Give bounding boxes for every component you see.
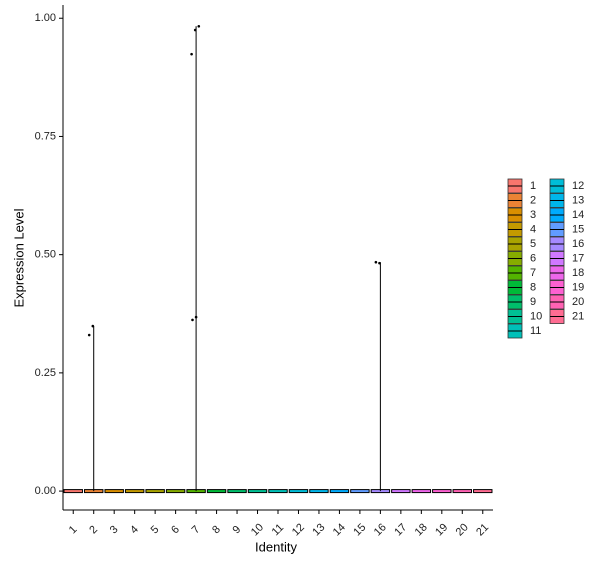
x-tick-label: 8 bbox=[210, 524, 223, 537]
legend-label: 14 bbox=[572, 209, 584, 221]
legend-label: 2 bbox=[530, 194, 536, 206]
legend-label: 1 bbox=[530, 180, 536, 192]
x-tick-label: 13 bbox=[310, 521, 327, 538]
violin bbox=[268, 489, 288, 494]
legend-label: 17 bbox=[572, 252, 584, 264]
violin bbox=[247, 489, 268, 494]
y-tick-label: 0.50 bbox=[35, 249, 56, 261]
point bbox=[374, 260, 378, 264]
x-tick-label: 18 bbox=[413, 521, 430, 538]
legend-label: 15 bbox=[572, 223, 584, 235]
legend-label: 21 bbox=[572, 310, 584, 322]
y-tick-label: 1.00 bbox=[35, 12, 56, 24]
violin bbox=[391, 489, 411, 494]
x-tick-label: 2 bbox=[87, 524, 100, 537]
violin bbox=[411, 489, 432, 494]
point bbox=[193, 28, 197, 32]
legend-label: 10 bbox=[530, 310, 542, 322]
point bbox=[194, 315, 198, 319]
point bbox=[91, 324, 95, 328]
legend-label: 20 bbox=[572, 296, 584, 308]
x-tick-label: 21 bbox=[474, 521, 491, 538]
x-tick-label: 17 bbox=[392, 521, 409, 538]
y-tick-label: 0.75 bbox=[35, 130, 56, 142]
violin bbox=[145, 489, 165, 494]
violin bbox=[165, 489, 186, 494]
violin bbox=[452, 489, 473, 494]
x-tick-label: 14 bbox=[331, 521, 348, 538]
point bbox=[87, 333, 91, 337]
legend-label: 13 bbox=[572, 194, 584, 206]
legend-label: 11 bbox=[530, 325, 541, 337]
x-tick-label: 4 bbox=[128, 524, 141, 537]
legend-label: 4 bbox=[530, 223, 536, 235]
violin bbox=[473, 489, 493, 494]
x-tick-label: 16 bbox=[372, 521, 389, 538]
x-tick-label: 5 bbox=[149, 524, 162, 537]
legend-label: 8 bbox=[530, 281, 536, 293]
legend-label: 6 bbox=[530, 252, 536, 264]
x-tick-label: 12 bbox=[290, 521, 307, 538]
legend-label: 7 bbox=[530, 267, 536, 279]
violin bbox=[104, 489, 124, 494]
violin bbox=[288, 489, 309, 494]
x-tick-label: 3 bbox=[108, 524, 121, 537]
point bbox=[197, 24, 201, 28]
legend-label: 12 bbox=[572, 180, 584, 192]
point bbox=[378, 261, 381, 265]
legend-label: 18 bbox=[572, 267, 584, 279]
y-tick-label: 0.00 bbox=[35, 485, 56, 497]
violin bbox=[206, 489, 227, 494]
x-tick-label: 9 bbox=[231, 524, 244, 537]
violin bbox=[227, 489, 247, 494]
violin bbox=[432, 489, 452, 494]
x-tick-label: 11 bbox=[270, 522, 287, 539]
x-tick-label: 19 bbox=[433, 521, 450, 538]
x-tick-label: 6 bbox=[169, 524, 182, 537]
y-tick-label: 0.25 bbox=[35, 367, 56, 379]
legend-label: 9 bbox=[530, 296, 536, 308]
x-tick-label: 15 bbox=[351, 521, 368, 538]
x-tick-label: 10 bbox=[249, 521, 266, 538]
x-axis-title: Identity bbox=[255, 539, 297, 554]
violin bbox=[124, 489, 145, 494]
point bbox=[191, 318, 194, 322]
violin bbox=[309, 489, 329, 494]
x-tick-label: 1 bbox=[67, 524, 80, 537]
violin bbox=[350, 489, 370, 494]
violin bbox=[63, 489, 83, 494]
legend-label: 3 bbox=[530, 209, 536, 221]
y-axis-title: Expression Level bbox=[11, 208, 26, 307]
legend-label: 19 bbox=[572, 281, 584, 293]
x-tick-label: 20 bbox=[454, 521, 471, 538]
legend-label: 5 bbox=[530, 238, 536, 250]
x-tick-label: 7 bbox=[190, 524, 203, 537]
point bbox=[190, 52, 193, 56]
legend-label: 16 bbox=[572, 238, 584, 250]
violin bbox=[329, 489, 350, 494]
